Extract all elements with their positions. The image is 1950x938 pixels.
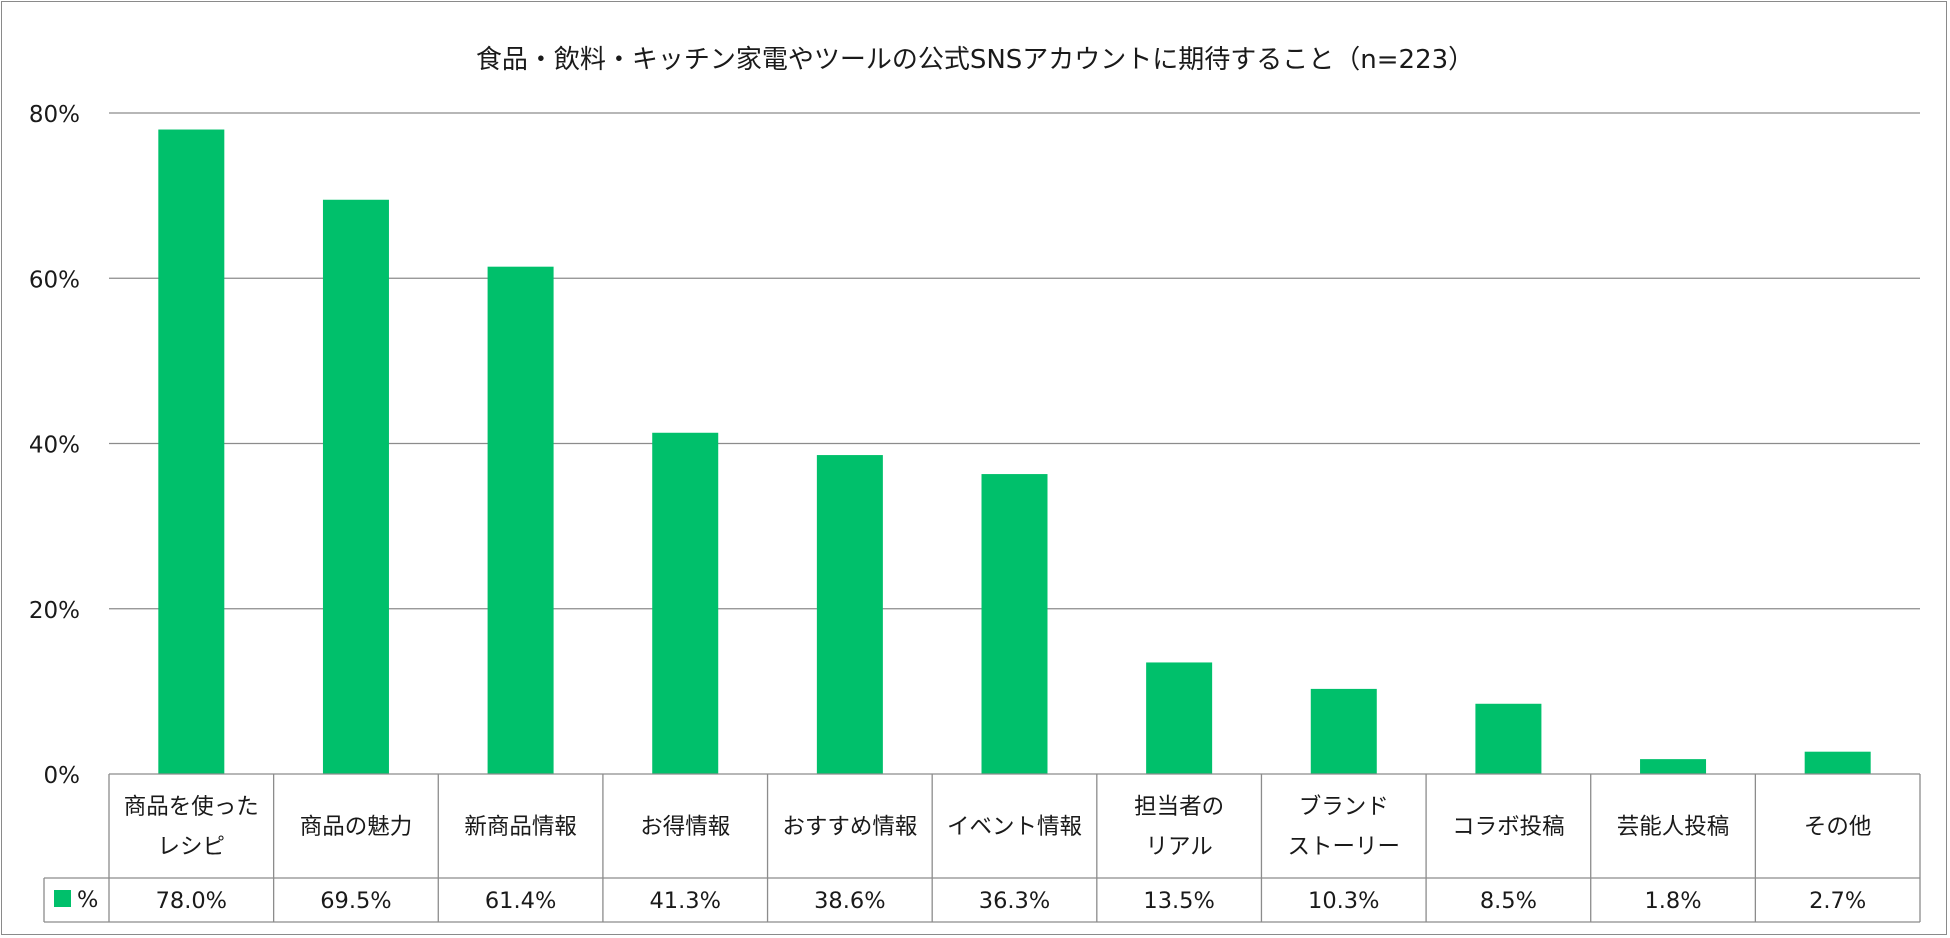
y-tick-label: 60% <box>29 267 80 293</box>
data-label: 61.4% <box>485 888 556 914</box>
data-label: 78.0% <box>156 888 227 914</box>
bar <box>1640 759 1707 774</box>
category-label: リアル <box>1145 834 1212 860</box>
bar <box>487 266 554 774</box>
category-label: 商品を使った <box>124 794 259 820</box>
category-label: コラボ投稿 <box>1452 814 1565 840</box>
category-label: その他 <box>1804 814 1872 840</box>
data-label: 10.3% <box>1308 888 1379 914</box>
y-tick-label: 40% <box>29 433 80 459</box>
data-label: 41.3% <box>649 888 720 914</box>
category-label: 商品の魅力 <box>300 814 413 840</box>
bar <box>1146 662 1213 774</box>
category-label: ブランド <box>1299 794 1389 820</box>
bar <box>1804 751 1871 774</box>
y-tick-label: 0% <box>44 763 81 789</box>
category-label: 新商品情報 <box>464 814 577 840</box>
legend-swatch <box>54 890 71 907</box>
bar <box>1310 688 1377 774</box>
y-tick-label: 80% <box>29 102 80 128</box>
bar <box>1475 703 1542 774</box>
bar <box>981 474 1048 774</box>
data-label: 8.5% <box>1480 888 1537 914</box>
category-label: おすすめ情報 <box>782 814 917 840</box>
bar <box>816 455 883 774</box>
category-label: 芸能人投稿 <box>1617 814 1730 840</box>
data-label: 38.6% <box>814 888 885 914</box>
legend-label: % <box>77 887 98 913</box>
y-tick-label: 20% <box>29 598 80 624</box>
bar <box>158 129 225 774</box>
category-label: レシピ <box>158 834 226 860</box>
category-label: お得情報 <box>640 814 730 840</box>
y-axis: 0% 20% 40% 60% 80% <box>29 102 80 789</box>
bar <box>322 199 389 775</box>
chart-title: 食品・飲料・キッチン家電やツールの公式SNSアカウントに期待すること（n=223… <box>476 45 1474 75</box>
data-label: 2.7% <box>1809 888 1866 914</box>
data-label: 13.5% <box>1143 888 1214 914</box>
bars <box>158 129 1871 775</box>
data-label: 36.3% <box>979 888 1050 914</box>
category-label: 担当者の <box>1134 794 1224 820</box>
data-label: 69.5% <box>320 888 391 914</box>
bar <box>652 432 719 774</box>
category-label: ストーリー <box>1288 834 1401 860</box>
category-label: イベント情報 <box>947 814 1082 840</box>
data-label: 1.8% <box>1644 888 1701 914</box>
